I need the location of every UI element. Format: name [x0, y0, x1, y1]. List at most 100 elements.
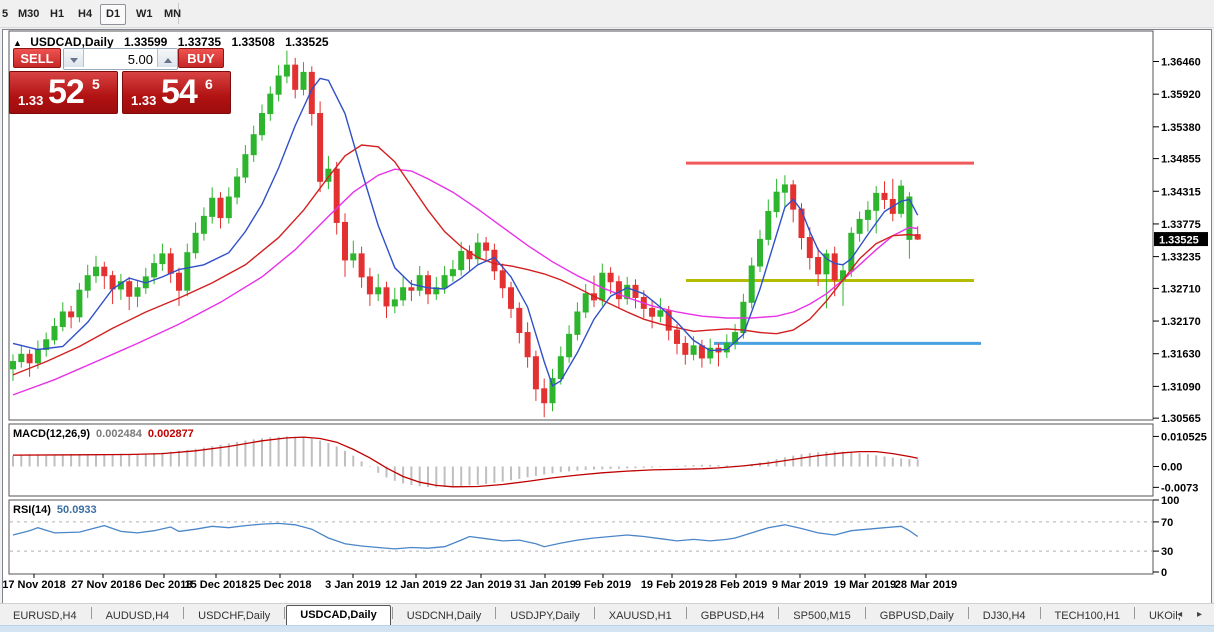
chart-tab-dj30-h4[interactable]: DJ30,H4: [982, 610, 1026, 622]
candle-body: [773, 191, 780, 213]
candle-body: [400, 287, 407, 301]
chart-tab-gbpusd-h4[interactable]: GBPUSD,H4: [700, 610, 765, 622]
ask-price-pip: 6: [205, 76, 213, 92]
rsi-pane[interactable]: [8, 499, 1154, 575]
volume-input[interactable]: [85, 49, 157, 69]
collapse-panel-icon[interactable]: ▲: [13, 38, 22, 48]
candle-body: [914, 234, 921, 240]
date-axis-label: 9 Feb 2019: [575, 579, 631, 591]
candle-body: [815, 257, 822, 275]
timeframe-button-h4[interactable]: H4: [78, 8, 93, 20]
timeframe-button-5[interactable]: 5: [2, 8, 9, 20]
tab-divider: [864, 606, 866, 619]
candle-body: [649, 307, 656, 317]
volume-decrease-button[interactable]: [64, 49, 84, 67]
sell-button[interactable]: SELL: [13, 48, 61, 68]
candle-body: [856, 218, 863, 234]
volume-stepper: [63, 48, 178, 70]
rsi-plot: [10, 521, 1152, 552]
candle-body: [707, 347, 714, 359]
chart-tab-xauusd-h1[interactable]: XAUUSD,H1: [608, 610, 672, 622]
candle-body: [607, 272, 614, 283]
rsi-scale-label: 30: [1161, 546, 1173, 558]
candle-body: [159, 253, 166, 265]
macd-label: MACD(12,26,9): [13, 428, 91, 440]
candle-body: [790, 184, 797, 210]
bid-quote[interactable]: 1.33 52 5: [9, 71, 118, 114]
tab-divider: [967, 606, 969, 619]
chart-tab-tech100-h1[interactable]: TECH100,H1: [1054, 610, 1120, 622]
timeframe-button-m30[interactable]: M30: [18, 8, 40, 20]
chart-tab-usdcad-daily[interactable]: USDCAD,Daily: [286, 605, 391, 626]
candle-body: [300, 71, 307, 90]
bid-price-small: 1.33: [18, 93, 44, 108]
rsi-scale-label: 0: [1161, 567, 1167, 579]
chart-tab-ukoil-[interactable]: UKOil,: [1148, 610, 1181, 622]
candle-body: [317, 113, 324, 182]
candle-body: [84, 275, 91, 291]
tab-divider: [778, 606, 780, 619]
tab-divider: [284, 606, 286, 619]
candle-body: [18, 353, 25, 363]
ask-quote[interactable]: 1.33 54 6: [122, 71, 231, 114]
candle-body: [283, 64, 290, 77]
candle-body: [51, 325, 58, 341]
candle-body: [383, 287, 390, 307]
chart-tab-gbpusd-daily[interactable]: GBPUSD,Daily: [879, 610, 954, 622]
candle-body: [524, 332, 531, 358]
timeframe-button-d1[interactable]: D1: [100, 4, 127, 25]
candle-body: [748, 265, 755, 303]
timeframe-button-w1[interactable]: W1: [136, 8, 153, 20]
chart-tabs: EURUSD,H4 AUDUSD,H4 USDCHF,Daily USDCAD,Dai…: [0, 603, 1214, 626]
chart-tab-audusd-h4[interactable]: AUDUSD,H4: [105, 610, 170, 622]
candle-body: [474, 242, 481, 260]
chart-tab-sp500-m15[interactable]: SP500,M15: [793, 610, 851, 622]
one-click-trading-panel: SELL BUY 1.33 52 5 1.33 54 6: [9, 46, 235, 116]
candle-body: [358, 253, 365, 278]
timeframe-button-h1[interactable]: H1: [50, 8, 65, 20]
candle-body: [267, 93, 274, 115]
buy-button[interactable]: BUY: [178, 48, 224, 68]
rsi-label: RSI(14): [13, 504, 51, 516]
ma-medium-line: [12, 144, 918, 376]
macd-scale-label: 0.00: [1161, 462, 1182, 474]
rsi-scale-label: 70: [1161, 517, 1173, 529]
candle-body: [541, 388, 548, 404]
price-axis-label: 1.34855: [1161, 154, 1201, 166]
volume-increase-button[interactable]: [157, 49, 177, 67]
candle-body: [831, 253, 838, 281]
tab-divider: [1039, 606, 1041, 619]
candle-body: [242, 154, 249, 178]
chart-tab-usdchf-daily[interactable]: USDCHF,Daily: [198, 610, 271, 622]
tab-scroll-arrows[interactable]: ◂ ▸: [1177, 609, 1208, 620]
date-axis-label: 22 Jan 2019: [450, 579, 512, 591]
timeframe-button-mn[interactable]: MN: [164, 8, 182, 20]
date-axis-label: 15 Dec 2018: [185, 579, 248, 591]
price-axis-label: 1.35380: [1161, 122, 1201, 134]
candle-body: [906, 196, 913, 240]
candle-body: [292, 64, 299, 90]
price-axis-label: 1.36460: [1161, 57, 1201, 69]
date-axis-label: 27 Nov 2018: [71, 579, 135, 591]
candle-body: [441, 275, 448, 289]
date-axis-label: 28 Feb 2019: [705, 579, 767, 591]
chart-tab-usdcnh-daily[interactable]: USDCNH,Daily: [406, 610, 482, 622]
chart-window: 1.36460 1.35920 1.35380 1.34855 1.34315 1.337…: [2, 29, 1212, 604]
candle-body: [798, 208, 805, 239]
date-axis-label: 12 Jan 2019: [385, 579, 447, 591]
chart-tab-eurusd-h4[interactable]: EURUSD,H4: [13, 610, 77, 622]
toolbar-separator: [178, 3, 179, 24]
chart-tab-usdjpy-daily[interactable]: USDJPY,Daily: [510, 610, 580, 622]
candle-body: [806, 237, 813, 259]
date-axis-label: 31 Jan 2019: [514, 579, 576, 591]
macd-pane[interactable]: [8, 423, 1154, 497]
ohlc-open: 1.33599: [123, 35, 168, 49]
price-axis-label: 1.30565: [1161, 413, 1201, 425]
candle-body: [615, 281, 622, 300]
candle-body: [34, 348, 41, 364]
candle-body: [624, 284, 631, 300]
candle-body: [425, 275, 431, 295]
candle-body: [375, 287, 382, 295]
candle-body: [532, 356, 539, 390]
candle-body: [250, 134, 257, 156]
